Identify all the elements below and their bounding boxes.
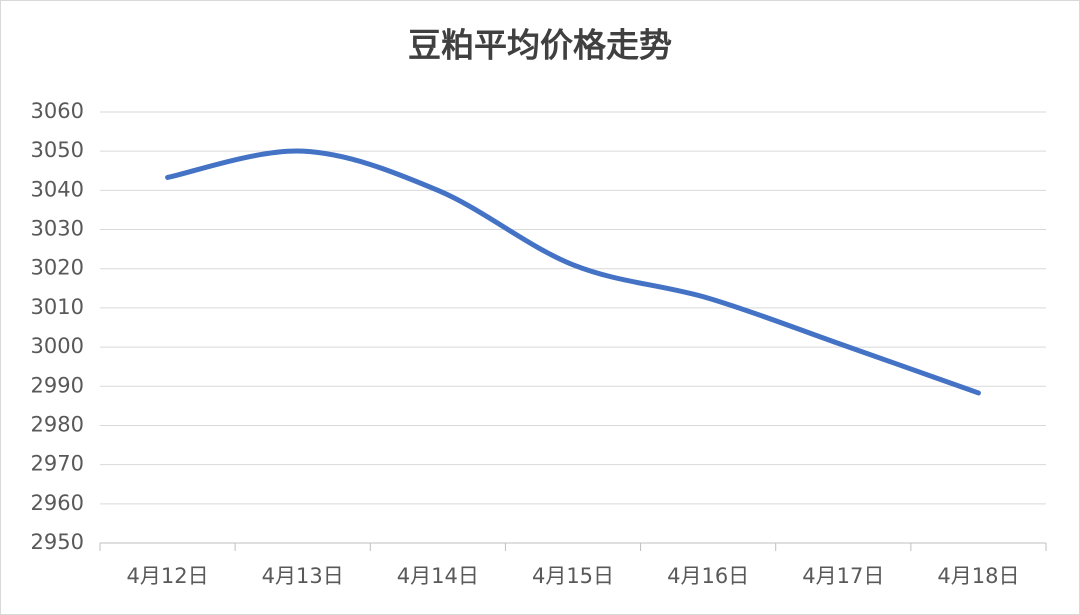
y-tick-label: 2980 xyxy=(31,412,84,436)
chart-title: 豆粕平均价格走势 xyxy=(408,26,672,65)
y-tick-label: 2970 xyxy=(31,452,84,476)
line xyxy=(165,148,981,396)
y-tick-label: 3030 xyxy=(31,217,84,241)
y-tick-label: 3060 xyxy=(31,99,84,123)
x-tick-label: 4月13日 xyxy=(262,564,344,588)
x-tick-label: 4月15日 xyxy=(532,564,614,588)
y-tick-label: 3050 xyxy=(31,138,84,162)
y-tick-label: 2960 xyxy=(31,491,84,515)
x-tick-label: 4月12日 xyxy=(127,564,209,588)
y-tick-label: 3020 xyxy=(31,256,84,280)
x-tick-label: 4月16日 xyxy=(667,564,749,588)
y-tick-label: 3000 xyxy=(31,334,84,358)
y-tick-label: 2950 xyxy=(31,530,84,554)
y-tick-label: 2990 xyxy=(31,373,84,397)
x-tick-label: 4月17日 xyxy=(802,564,884,588)
x-tick-label: 4月14日 xyxy=(397,564,479,588)
x-tick-label: 4月18日 xyxy=(937,564,1019,588)
y-tick-label: 3010 xyxy=(31,295,84,319)
y-tick-label: 3040 xyxy=(31,177,84,201)
